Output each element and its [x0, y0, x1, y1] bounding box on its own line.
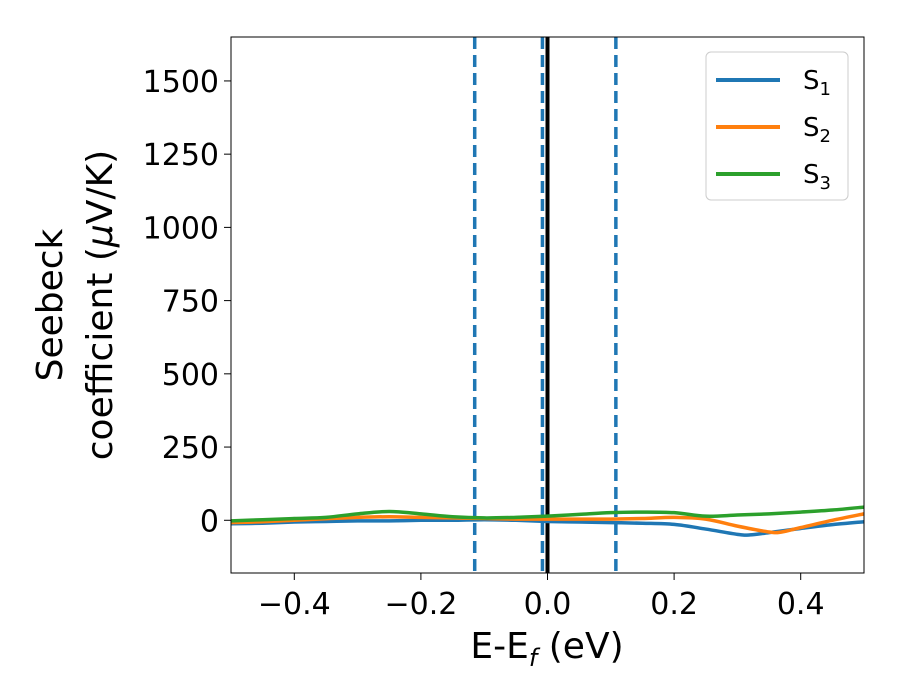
series-line-s1: [231, 517, 864, 537]
series-line-s3: [231, 505, 864, 523]
y-tick-label: 250: [162, 431, 219, 466]
series-lines: [231, 505, 864, 537]
x-tick-label: 0.4: [777, 587, 825, 622]
y-axis-label-line2: coefficient (μV/K): [80, 150, 121, 460]
y-tick-label: 1000: [143, 211, 219, 246]
series-line-s2: [231, 512, 864, 535]
x-tick-label: −0.4: [258, 587, 331, 622]
x-tick-label: −0.2: [384, 587, 457, 622]
x-tick-label: 0.2: [650, 587, 698, 622]
legend-label-s1: S1: [803, 66, 831, 100]
legend-label-s2: S2: [803, 113, 831, 147]
y-axis-ticks: 0 250 500 750 1000 1250 1500: [143, 65, 231, 539]
y-tick-label: 500: [162, 358, 219, 393]
x-axis-label: E-Ef (eV): [470, 626, 623, 672]
legend: S1 S2 S3: [705, 51, 849, 201]
y-tick-label: 0: [200, 504, 219, 539]
legend-label-s3: S3: [803, 160, 831, 194]
y-tick-label: 1250: [143, 138, 219, 173]
x-axis-ticks: −0.4 −0.2 0.0 0.2 0.4: [258, 573, 825, 622]
y-tick-label: 750: [162, 285, 219, 320]
y-axis-label-line1: Seebeck: [30, 228, 71, 381]
vertical-reference-lines: [472, 37, 618, 573]
y-tick-label: 1500: [143, 65, 219, 100]
x-tick-label: 0.0: [524, 587, 572, 622]
